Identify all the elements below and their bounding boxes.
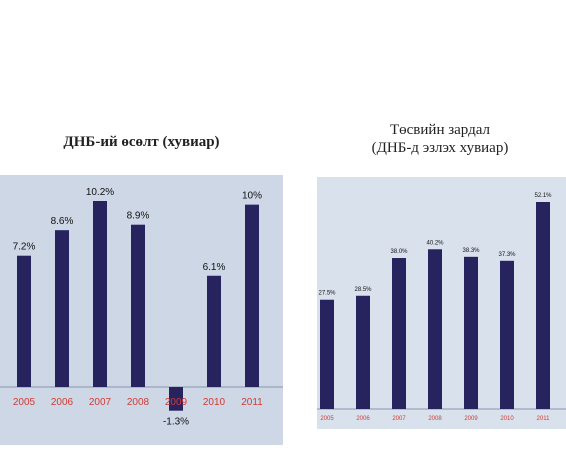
- budget-expenditure-title-line-1: Төсвийн зардал: [389, 122, 491, 138]
- value-label-2007: 10.2%: [86, 187, 114, 198]
- tick-label-2010: 2010: [500, 416, 514, 422]
- bar-2006: [356, 295, 370, 409]
- bar-2011: [536, 202, 550, 409]
- value-label-2010: 6.1%: [203, 262, 226, 273]
- bar-2011: [245, 204, 259, 387]
- bar-2009: [169, 387, 183, 411]
- value-label-2010: 37.3%: [498, 252, 516, 258]
- value-label-2005: 7.2%: [13, 242, 36, 253]
- value-label-2006: 8.6%: [51, 216, 74, 227]
- bar-2010: [500, 260, 514, 409]
- value-label-2009: 38.3%: [462, 248, 480, 254]
- value-label-2008: 8.9%: [127, 211, 150, 222]
- budget-expenditure-chart-title: Төсвийн зардал (ДНБ-д эзлэх хувиар): [314, 121, 566, 157]
- tick-label-2008: 2008: [127, 397, 150, 408]
- tick-label-2005: 2005: [320, 416, 334, 422]
- tick-label-2009: 2009: [165, 397, 188, 408]
- bar-2008: [131, 224, 145, 387]
- tick-label-2011: 2011: [241, 397, 263, 408]
- value-label-2005: 27.5%: [318, 291, 336, 297]
- bar-2010: [207, 275, 221, 387]
- value-label-2008: 40.2%: [426, 240, 444, 246]
- bar-2007: [392, 258, 406, 409]
- bar-2009: [464, 256, 478, 409]
- budget-expenditure-title-line-2: (ДНБ-д эзлэх хувиар): [371, 140, 509, 156]
- gdp-growth-chart-plot: 7.2% 2005 8.6% 2006 10.2% 2007 8.9% 2008 -1.3% 20…: [0, 175, 283, 445]
- value-label-2009: -1.3%: [163, 417, 189, 428]
- bar-2008: [428, 249, 442, 409]
- tick-label-2006: 2006: [356, 416, 370, 422]
- value-label-2007: 38.0%: [390, 249, 408, 255]
- bar-2005: [17, 255, 31, 387]
- bar-2005: [320, 299, 334, 409]
- value-label-2011: 52.1%: [534, 193, 552, 199]
- gdp-growth-chart-title: ДНБ-ий өсөлт (хувиар): [63, 134, 220, 150]
- tick-label-2007: 2007: [392, 416, 406, 422]
- value-label-2006: 28.5%: [354, 287, 372, 293]
- tick-label-2010: 2010: [203, 397, 226, 408]
- budget-expenditure-chart-plot: 27.5% 2005 28.5% 2006 38.0% 2007 40.2% 2008 38.3…: [317, 177, 566, 429]
- bar-2007: [93, 201, 107, 387]
- bar-2006: [55, 230, 69, 387]
- value-label-2011: 10%: [242, 191, 262, 202]
- tick-label-2011: 2011: [537, 416, 551, 422]
- tick-label-2005: 2005: [13, 397, 36, 408]
- tick-label-2006: 2006: [51, 397, 74, 408]
- tick-label-2007: 2007: [89, 397, 112, 408]
- tick-label-2009: 2009: [464, 416, 478, 422]
- tick-label-2008: 2008: [428, 416, 442, 422]
